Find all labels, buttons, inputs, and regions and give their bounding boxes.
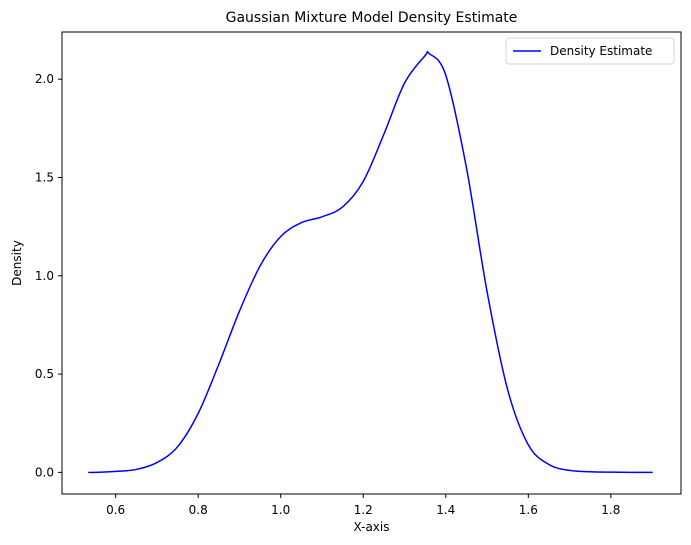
legend-box [505, 37, 675, 65]
chart-title: Gaussian Mixture Model Density Estimate [226, 10, 518, 26]
x-tick-label: 1.6 [519, 503, 538, 517]
x-tick-label: 1.0 [271, 503, 290, 517]
x-axis: 0.6 0.8 1.0 1.2 1.4 1.6 1.8 [106, 494, 620, 517]
x-tick-label: 1.4 [436, 503, 455, 517]
legend: Density Estimate [505, 37, 675, 65]
x-tick-label: 0.8 [189, 503, 208, 517]
legend-label-density-estimate: Density Estimate [550, 44, 652, 58]
y-tick-label: 0.5 [35, 367, 54, 381]
plot-frame [61, 31, 682, 495]
y-axis: 0.0 0.5 1.0 1.5 2.0 [35, 72, 62, 479]
x-tick-label: 1.2 [354, 503, 373, 517]
y-axis-label: Density [10, 240, 24, 286]
y-tick-label: 2.0 [35, 72, 54, 86]
x-tick-label: 0.6 [106, 503, 125, 517]
y-tick-label: 1.5 [35, 170, 54, 184]
x-tick-label: 1.8 [601, 503, 620, 517]
y-tick-label: 1.0 [35, 269, 54, 283]
x-axis-label: X-axis [354, 520, 390, 534]
y-tick-label: 0.0 [35, 465, 54, 479]
density-estimate-line [88, 50, 653, 474]
